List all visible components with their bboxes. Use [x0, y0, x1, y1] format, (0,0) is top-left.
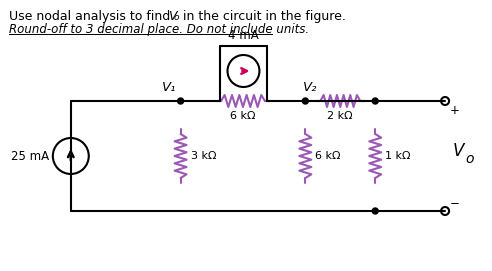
Text: V: V	[168, 10, 176, 23]
Text: 1 kΩ: 1 kΩ	[385, 151, 411, 161]
Text: −: −	[450, 197, 460, 210]
Text: 2 kΩ: 2 kΩ	[328, 111, 353, 121]
Text: 6 kΩ: 6 kΩ	[315, 151, 341, 161]
Text: 25 mA: 25 mA	[11, 150, 49, 163]
Text: o: o	[465, 152, 474, 166]
Text: o: o	[174, 13, 179, 22]
Text: 3 kΩ: 3 kΩ	[190, 151, 216, 161]
Text: +: +	[450, 104, 460, 117]
Circle shape	[372, 98, 378, 104]
Text: V₂: V₂	[304, 81, 318, 94]
Text: Use nodal analysis to find: Use nodal analysis to find	[9, 10, 174, 23]
Text: in the circuit in the figure.: in the circuit in the figure.	[179, 10, 345, 23]
Text: 4 mA: 4 mA	[228, 29, 259, 42]
Text: V: V	[453, 142, 464, 160]
Text: V₁: V₁	[162, 81, 177, 94]
Circle shape	[372, 208, 378, 214]
Circle shape	[178, 98, 184, 104]
Text: 6 kΩ: 6 kΩ	[230, 111, 256, 121]
Text: Round-off to 3 decimal place. Do not include units.: Round-off to 3 decimal place. Do not inc…	[9, 23, 309, 36]
Circle shape	[303, 98, 308, 104]
